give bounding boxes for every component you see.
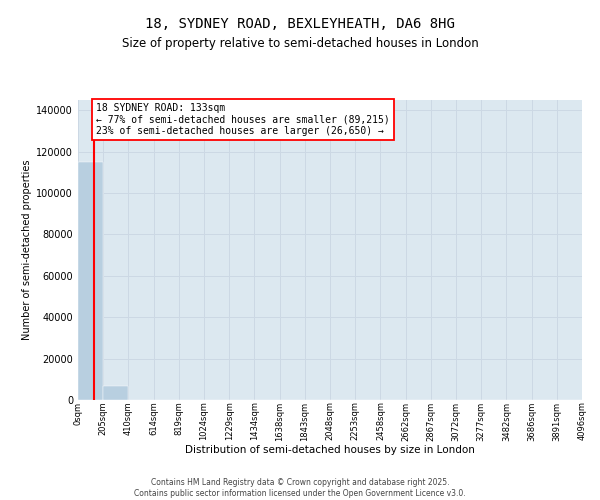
Text: 18, SYDNEY ROAD, BEXLEYHEATH, DA6 8HG: 18, SYDNEY ROAD, BEXLEYHEATH, DA6 8HG	[145, 18, 455, 32]
Text: 18 SYDNEY ROAD: 133sqm
← 77% of semi-detached houses are smaller (89,215)
23% of: 18 SYDNEY ROAD: 133sqm ← 77% of semi-det…	[96, 103, 390, 136]
Text: Contains HM Land Registry data © Crown copyright and database right 2025.
Contai: Contains HM Land Registry data © Crown c…	[134, 478, 466, 498]
X-axis label: Distribution of semi-detached houses by size in London: Distribution of semi-detached houses by …	[185, 445, 475, 455]
Bar	[103, 386, 128, 400]
Y-axis label: Number of semi-detached properties: Number of semi-detached properties	[22, 160, 32, 340]
Bar	[78, 162, 103, 400]
Text: Size of property relative to semi-detached houses in London: Size of property relative to semi-detach…	[122, 38, 478, 51]
